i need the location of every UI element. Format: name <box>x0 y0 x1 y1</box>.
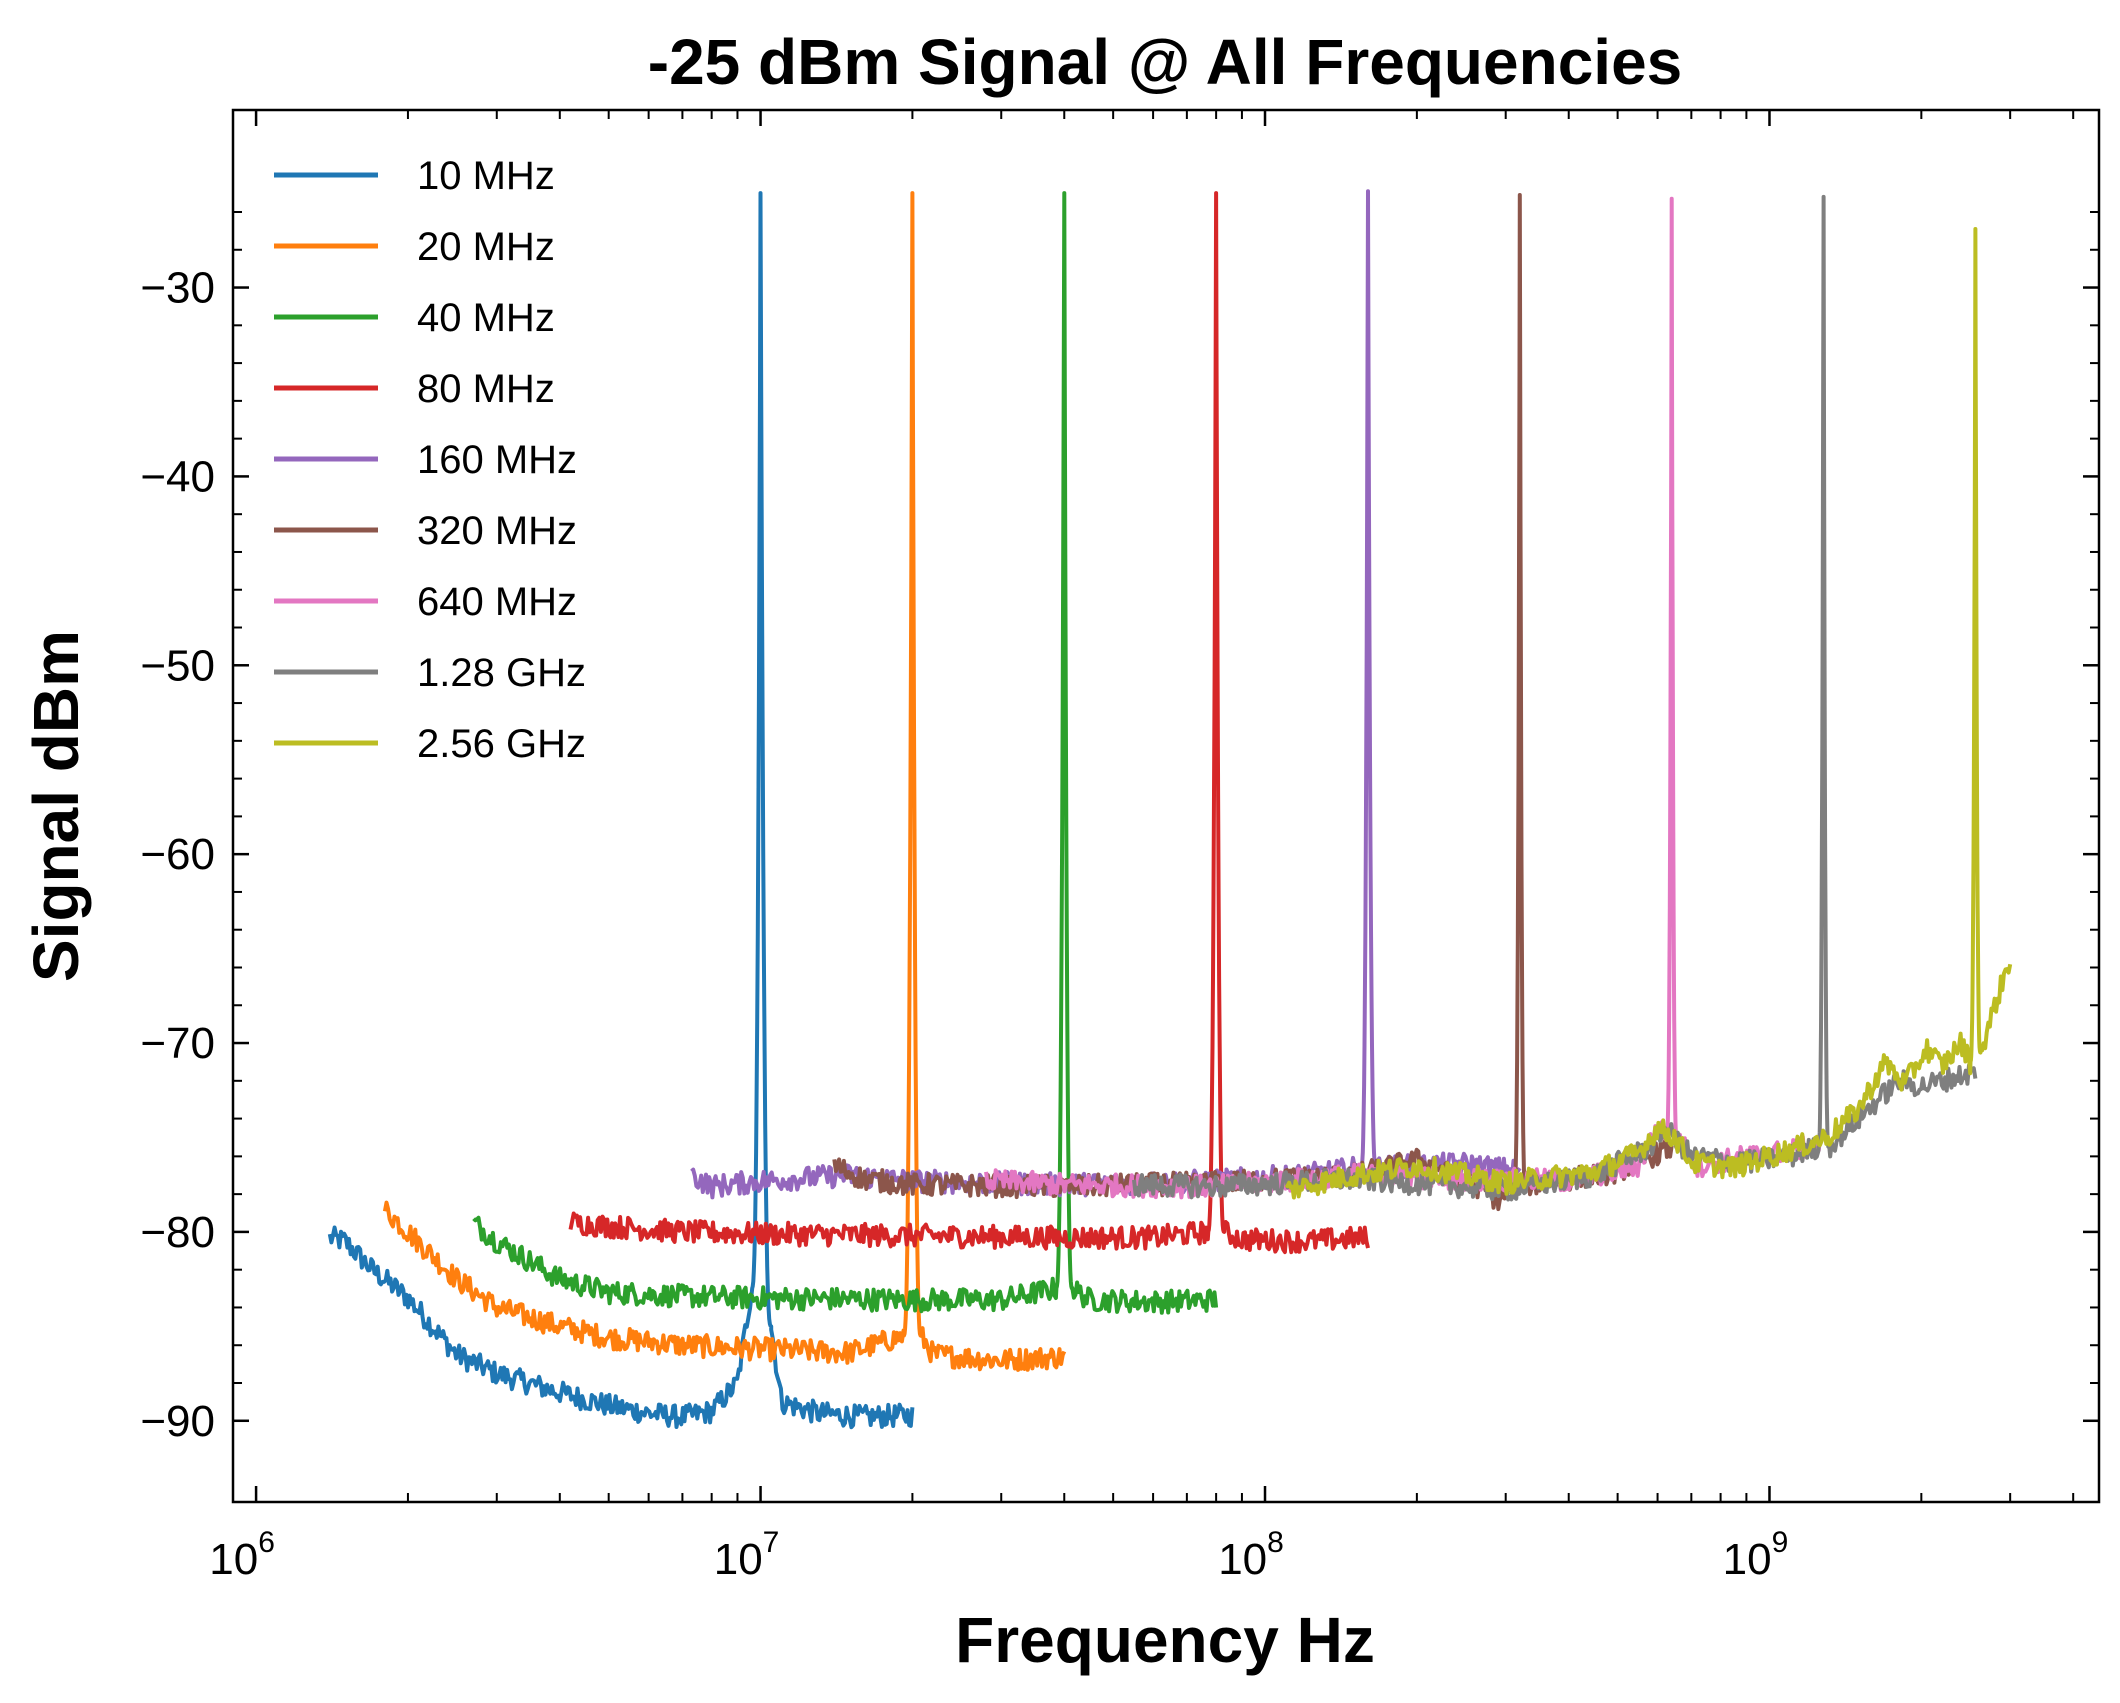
chart-title: -25 dBm Signal @ All Frequencies <box>648 26 1683 98</box>
y-tick-label: −60 <box>140 830 215 879</box>
x-tick-exponent: 8 <box>1267 1526 1284 1559</box>
y-tick-label: −30 <box>140 264 215 313</box>
legend-item: 320 MHz <box>274 509 577 553</box>
legend-item: 2.56 GHz <box>274 722 586 766</box>
legend-item: 1.28 GHz <box>274 651 586 695</box>
series-2-56-ghz <box>1284 227 2013 1200</box>
x-axis: 106 107 108 109 <box>209 110 2075 1584</box>
x-tick-base: 10 <box>209 1535 258 1584</box>
legend-label: 1.28 GHz <box>417 651 586 695</box>
series-160-mhz <box>690 189 1522 1200</box>
series-lines <box>327 189 2013 1430</box>
x-tick-base: 10 <box>1218 1535 1267 1584</box>
y-tick-label: −80 <box>140 1208 215 1257</box>
legend-label: 20 MHz <box>417 225 555 269</box>
series-line <box>690 189 1522 1200</box>
legend-label: 640 MHz <box>417 580 577 624</box>
legend-item: 640 MHz <box>274 580 577 624</box>
series-320-mhz <box>832 193 1674 1212</box>
legend-label: 40 MHz <box>417 296 555 340</box>
y-tick-label: −70 <box>140 1019 215 1068</box>
x-tick-label: 106 <box>209 1526 275 1584</box>
legend-item: 80 MHz <box>274 367 555 411</box>
legend-item: 20 MHz <box>274 225 555 269</box>
series-10-mhz <box>327 191 915 1430</box>
plot-frame <box>231 108 2101 1504</box>
y-tick-label: −90 <box>140 1397 215 1446</box>
series-line <box>832 193 1674 1212</box>
series-line <box>472 191 1219 1315</box>
legend: 10 MHz 20 MHz 40 MHz 80 MHz 160 MHz 320 MHz 64… <box>274 154 586 766</box>
x-tick-exponent: 6 <box>258 1526 275 1559</box>
series-line <box>1132 194 1978 1202</box>
x-axis-label: Frequency Hz <box>955 1604 1375 1676</box>
series-line <box>382 191 1067 1372</box>
series-640-mhz <box>984 196 1825 1200</box>
legend-label: 80 MHz <box>417 367 555 411</box>
y-tick-label: −40 <box>140 452 215 501</box>
legend-item: 10 MHz <box>274 154 555 198</box>
legend-label: 2.56 GHz <box>417 722 586 766</box>
x-tick-base: 10 <box>1723 1535 1772 1584</box>
legend-label: 10 MHz <box>417 154 555 198</box>
legend-label: 320 MHz <box>417 509 577 553</box>
legend-item: 160 MHz <box>274 438 577 482</box>
x-tick-label: 107 <box>714 1526 780 1584</box>
y-axis: −30 −40 −50 −60 −70 −80 −90 <box>140 210 2099 1446</box>
series-40-mhz <box>472 191 1219 1315</box>
x-tick-base: 10 <box>714 1535 763 1584</box>
x-tick-label: 108 <box>1218 1526 1284 1584</box>
x-tick-label: 109 <box>1723 1526 1789 1584</box>
series-line <box>1284 227 2013 1200</box>
series-1-28-ghz <box>1132 194 1978 1202</box>
series-line <box>568 191 1370 1255</box>
legend-label: 160 MHz <box>417 438 577 482</box>
y-tick-label: −50 <box>140 641 215 690</box>
y-axis-label: Signal dBm <box>20 630 92 982</box>
legend-item: 40 MHz <box>274 296 555 340</box>
series-20-mhz <box>382 191 1067 1372</box>
x-tick-exponent: 9 <box>1772 1526 1789 1559</box>
series-line <box>327 191 915 1430</box>
series-80-mhz <box>568 191 1370 1255</box>
x-tick-exponent: 7 <box>763 1526 780 1559</box>
series-line <box>984 196 1825 1200</box>
